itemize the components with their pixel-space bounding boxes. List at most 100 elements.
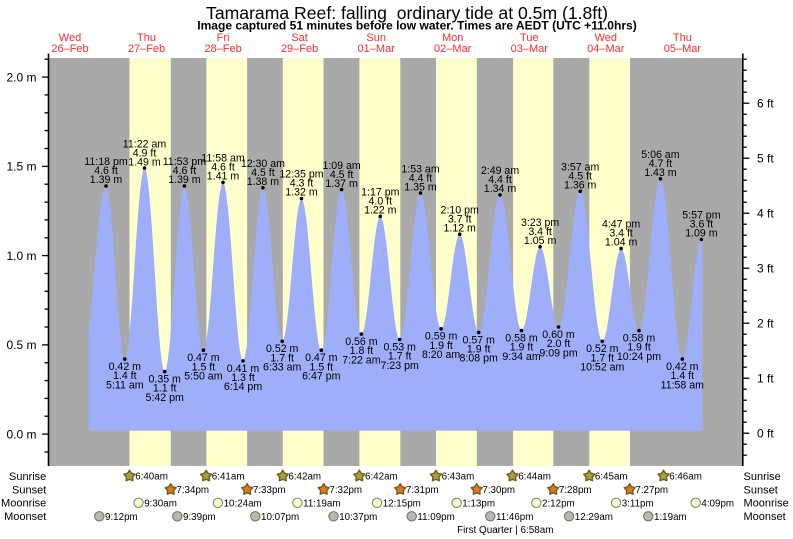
svg-text:9:09 pm: 9:09 pm [539, 347, 577, 359]
svg-text:1.0 m: 1.0 m [6, 249, 36, 263]
svg-text:7:33pm: 7:33pm [253, 485, 286, 496]
svg-text:11:58 am: 11:58 am [201, 153, 245, 165]
svg-text:Tamarama Reef: falling ordina: Tamarama Reef: falling ordinary tide at … [206, 3, 608, 23]
svg-text:4.7 ft: 4.7 ft [649, 158, 673, 170]
svg-text:4.6 ft: 4.6 ft [211, 162, 235, 174]
svg-text:Moonrise: Moonrise [744, 498, 789, 510]
svg-text:4.4 ft: 4.4 ft [488, 174, 512, 186]
svg-text:9:39pm: 9:39pm [183, 512, 216, 523]
svg-text:1.37 m: 1.37 m [325, 178, 358, 190]
svg-text:1.05 m: 1.05 m [524, 235, 557, 247]
svg-text:3:23 pm: 3:23 pm [521, 217, 559, 229]
svg-text:1.4 ft: 1.4 ft [671, 370, 695, 382]
svg-text:Sat: Sat [291, 32, 308, 44]
svg-text:02–Mar: 02–Mar [434, 43, 472, 55]
svg-text:10:52 am: 10:52 am [580, 362, 624, 374]
svg-text:6:44am: 6:44am [518, 472, 551, 483]
svg-text:2.0 ft: 2.0 ft [547, 338, 571, 350]
svg-text:1.38 m: 1.38 m [247, 176, 280, 188]
svg-text:5:11 am: 5:11 am [106, 379, 144, 391]
svg-text:11:19am: 11:19am [303, 499, 340, 510]
svg-text:4:09pm: 4:09pm [701, 499, 734, 510]
svg-text:7:30pm: 7:30pm [482, 485, 515, 496]
svg-text:1.43 m: 1.43 m [644, 167, 677, 179]
svg-text:1.9 ft: 1.9 ft [467, 344, 491, 356]
svg-text:6:46am: 6:46am [669, 472, 702, 483]
svg-text:0 ft: 0 ft [757, 426, 774, 440]
svg-text:Sunset: Sunset [744, 484, 778, 496]
svg-text:11:09pm: 11:09pm [417, 512, 454, 523]
svg-text:11:46pm: 11:46pm [496, 512, 533, 523]
svg-text:8:08 pm: 8:08 pm [460, 353, 498, 365]
svg-text:03–Mar: 03–Mar [511, 43, 549, 55]
svg-text:9:30am: 9:30am [144, 499, 177, 510]
svg-text:3 ft: 3 ft [757, 261, 774, 275]
svg-text:11:53 pm: 11:53 pm [163, 156, 207, 168]
svg-text:29–Feb: 29–Feb [281, 43, 318, 55]
svg-text:3.4 ft: 3.4 ft [528, 226, 552, 238]
svg-text:7:34pm: 7:34pm [176, 485, 209, 496]
svg-text:2 ft: 2 ft [757, 316, 774, 330]
svg-text:7:22 am: 7:22 am [342, 354, 380, 366]
svg-text:Moonset: Moonset [744, 511, 786, 523]
svg-text:4.5 ft: 4.5 ft [330, 169, 354, 181]
svg-text:4.6 ft: 4.6 ft [94, 165, 118, 177]
svg-text:1.39 m: 1.39 m [168, 174, 201, 186]
svg-text:04–Mar: 04–Mar [587, 43, 625, 55]
svg-text:0.59 m: 0.59 m [425, 331, 458, 343]
svg-text:6:40am: 6:40am [135, 472, 168, 483]
svg-text:12:35 pm: 12:35 pm [279, 169, 323, 181]
svg-text:Moonset: Moonset [4, 511, 46, 523]
svg-text:1.3 ft: 1.3 ft [231, 372, 255, 384]
svg-text:05–Mar: 05–Mar [664, 43, 702, 55]
svg-text:Sunset: Sunset [12, 484, 46, 496]
svg-text:1 ft: 1 ft [757, 371, 774, 385]
svg-text:0.52 m: 0.52 m [266, 343, 299, 355]
svg-text:1.04 m: 1.04 m [605, 237, 638, 249]
svg-text:01–Mar: 01–Mar [358, 43, 396, 55]
svg-text:7:32pm: 7:32pm [329, 485, 362, 496]
svg-text:11:22 am: 11:22 am [123, 138, 167, 150]
svg-text:6:45am: 6:45am [595, 472, 628, 483]
svg-text:4 ft: 4 ft [757, 206, 774, 220]
svg-text:5:42 pm: 5:42 pm [146, 392, 184, 404]
svg-text:1.8 ft: 1.8 ft [350, 345, 374, 357]
svg-text:12:29am: 12:29am [575, 512, 613, 523]
svg-text:Wed: Wed [59, 32, 81, 44]
svg-text:1.7 ft: 1.7 ft [388, 351, 412, 363]
svg-text:6:42am: 6:42am [365, 472, 398, 483]
svg-text:1.5 m: 1.5 m [6, 160, 36, 174]
svg-text:0.60 m: 0.60 m [542, 329, 575, 341]
svg-text:6:33 am: 6:33 am [263, 362, 301, 374]
svg-text:0.57 m: 0.57 m [463, 334, 496, 346]
svg-text:9:12pm: 9:12pm [105, 512, 138, 523]
svg-text:11:58 am: 11:58 am [661, 379, 705, 391]
svg-text:Tue: Tue [520, 32, 539, 44]
svg-text:2:12pm: 2:12pm [542, 499, 575, 510]
svg-text:First Quarter | 6:58am: First Quarter | 6:58am [457, 525, 553, 536]
svg-text:0.47 m: 0.47 m [187, 352, 220, 364]
svg-text:0.42 m: 0.42 m [109, 361, 142, 373]
svg-text:5:06 am: 5:06 am [641, 149, 679, 161]
svg-text:1.7 ft: 1.7 ft [591, 352, 615, 364]
svg-text:Mon: Mon [442, 32, 463, 44]
svg-text:0.53 m: 0.53 m [384, 341, 417, 353]
svg-text:7:23 pm: 7:23 pm [381, 360, 419, 372]
svg-text:3.7 ft: 3.7 ft [448, 213, 472, 225]
svg-text:0.0 m: 0.0 m [6, 427, 36, 441]
svg-text:1.9 ft: 1.9 ft [429, 340, 453, 352]
svg-text:1:19am: 1:19am [654, 512, 687, 523]
svg-text:6:41am: 6:41am [212, 472, 245, 483]
svg-text:26–Feb: 26–Feb [51, 43, 88, 55]
svg-text:1.5 ft: 1.5 ft [310, 361, 334, 373]
svg-text:4.4 ft: 4.4 ft [409, 172, 433, 184]
svg-text:4.3 ft: 4.3 ft [290, 178, 314, 190]
svg-text:Thu: Thu [137, 32, 156, 44]
svg-text:Sunrise: Sunrise [744, 471, 781, 483]
svg-text:Sunrise: Sunrise [9, 471, 46, 483]
svg-text:Sun: Sun [366, 32, 386, 44]
svg-text:0.41 m: 0.41 m [227, 363, 260, 375]
svg-text:1.12 m: 1.12 m [444, 222, 477, 234]
svg-text:6:47 pm: 6:47 pm [302, 371, 340, 383]
svg-text:5 ft: 5 ft [757, 151, 774, 165]
